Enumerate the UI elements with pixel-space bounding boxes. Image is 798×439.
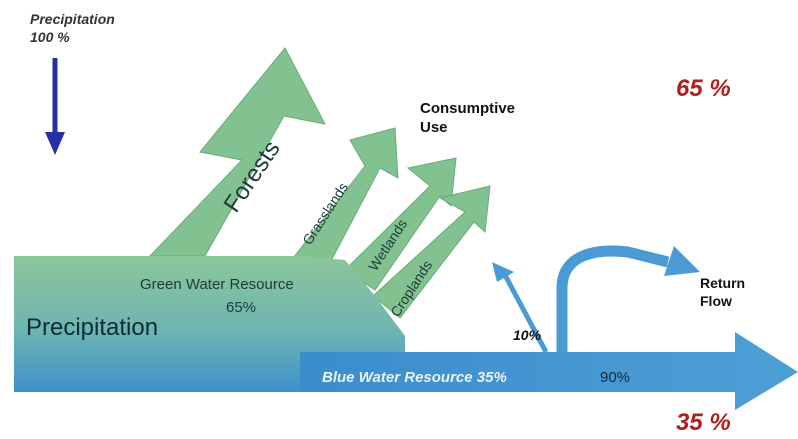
precip-down-arrowhead [45, 132, 65, 155]
precipitation-header-title: Precipitation [30, 11, 115, 27]
wetlands-arrow [344, 157, 457, 291]
evaporation-branch-arrowhead [492, 262, 514, 282]
croplands-arrow [372, 185, 491, 319]
green-water-percent: 65% [226, 299, 256, 316]
main-precipitation-label: Precipitation [26, 314, 158, 341]
percent-35: 35 % [676, 409, 731, 436]
blue-water-arrow [300, 332, 798, 410]
return-flow-line-1: Return [700, 275, 745, 291]
return-flow-line-2: Flow [700, 293, 732, 309]
evaporation-branch-line [502, 273, 549, 354]
precipitation-header-value: 100 % [30, 29, 70, 45]
blue-water-label: Blue Water Resource 35% [322, 369, 507, 386]
consumptive-use-line-2: Use [420, 119, 448, 136]
percent-65: 65 % [676, 75, 731, 102]
blue-water-90-percent: 90% [600, 369, 630, 386]
blue-water-10-percent: 10% [513, 327, 542, 343]
return-flow-stem [556, 245, 670, 352]
green-water-label: Green Water Resource [140, 276, 294, 293]
return-flow-arrowhead [664, 246, 700, 276]
consumptive-use-line-1: Consumptive [420, 100, 515, 117]
forests-arrow [148, 47, 326, 257]
